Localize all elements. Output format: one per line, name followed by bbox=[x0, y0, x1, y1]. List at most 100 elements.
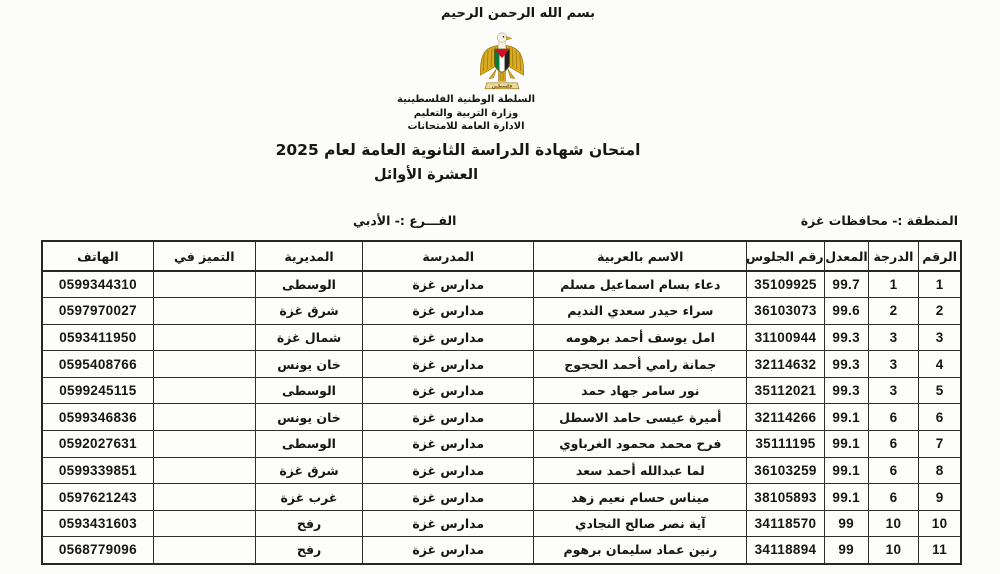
cell-directorate: الوسطى bbox=[254, 270, 364, 299]
cell-phone: 0595408766 bbox=[41, 350, 154, 378]
cell-phone: 0592027631 bbox=[41, 430, 154, 458]
cell-phone: 0593411950 bbox=[41, 323, 154, 352]
cell-number: 8 bbox=[918, 456, 962, 485]
cell-seat-number: 36103259 bbox=[746, 456, 825, 485]
table-row: 3 3 99.3 31100944 امل يوسف أحمد برهومه م… bbox=[41, 323, 962, 352]
cell-directorate: الوسطى bbox=[254, 376, 364, 405]
cell-distinction bbox=[152, 323, 256, 352]
cell-distinction bbox=[152, 536, 256, 565]
table-row: 1 1 99.7 35109925 دعاء بسام اسماعيل مسلم… bbox=[41, 270, 962, 299]
banner-text: فلسطين bbox=[492, 83, 512, 89]
cell-school: مدارس غزة bbox=[362, 323, 535, 352]
cell-distinction bbox=[152, 270, 256, 299]
cell-arabic-name: دعاء بسام اسماعيل مسلم bbox=[533, 270, 748, 299]
department-line: الادارة العامة للامتحانات bbox=[407, 121, 525, 132]
cell-phone: 0568779096 bbox=[41, 536, 154, 565]
cell-rank: 10 bbox=[867, 536, 920, 565]
cell-number: 10 bbox=[918, 509, 962, 538]
cell-rank: 2 bbox=[867, 297, 920, 325]
eagle-head-icon bbox=[496, 32, 513, 50]
table-row: 10 10 99 34118570 آية نصر صالح النجادي م… bbox=[41, 509, 962, 538]
cell-school: مدارس غزة bbox=[362, 430, 535, 458]
authority-line: السلطة الوطنية الفلسطينية bbox=[397, 94, 535, 105]
cell-directorate: خان يونس bbox=[254, 403, 364, 432]
cell-seat-number: 35111195 bbox=[746, 430, 825, 458]
cell-seat-number: 31100944 bbox=[746, 323, 825, 352]
cell-rank: 3 bbox=[867, 323, 920, 352]
cell-arabic-name: جمانة رامي أحمد الحجوج bbox=[533, 350, 748, 378]
ministry-line: وزارة التربية والتعليم bbox=[413, 107, 519, 119]
cell-distinction bbox=[152, 509, 256, 538]
cell-arabic-name: فرح محمد محمود الغرباوي bbox=[533, 430, 748, 458]
col-header-school: المدرسة bbox=[362, 240, 535, 272]
table-row: 2 2 99.6 36103073 سراء حيدر سعدي النديم … bbox=[41, 297, 962, 325]
cell-arabic-name: سراء حيدر سعدي النديم bbox=[533, 297, 748, 325]
region-line: المنطقة :- محافظات غزة bbox=[801, 213, 958, 228]
cell-arabic-name: لما عبدالله أحمد سعد bbox=[533, 456, 748, 485]
cell-distinction bbox=[152, 376, 256, 405]
cell-average: 99 bbox=[823, 509, 869, 538]
cell-school: مدارس غزة bbox=[362, 270, 535, 299]
cell-school: مدارس غزة bbox=[362, 297, 535, 325]
table-row: 6 6 99.1 32114266 أميرة عيسى حامد الاسطل… bbox=[41, 403, 962, 432]
cell-school: مدارس غزة bbox=[362, 483, 535, 511]
cell-directorate: شرق غزة bbox=[254, 456, 364, 485]
bismillah-text: بسم الله الرحمن الرحيم bbox=[441, 6, 595, 21]
cell-phone: 0599346836 bbox=[41, 403, 154, 432]
cell-directorate: غرب غزة bbox=[254, 483, 364, 511]
cell-distinction bbox=[152, 403, 256, 432]
banner-scroll-icon: فلسطين bbox=[484, 82, 520, 89]
table-row: 4 3 99.3 32114632 جمانة رامي أحمد الحجوج… bbox=[41, 350, 962, 378]
ministry-block: السلطة الوطنية الفلسطينية وزارة التربية … bbox=[397, 93, 535, 134]
document-title: امتحان شهادة الدراسة الثانوية العامة لعا… bbox=[275, 141, 641, 159]
region-value: محافظات غزة bbox=[800, 213, 888, 228]
cell-number: 4 bbox=[918, 350, 962, 378]
cell-directorate: شمال غزة bbox=[254, 323, 364, 352]
cell-rank: 6 bbox=[867, 403, 920, 432]
col-header-phone: الهاتف bbox=[41, 240, 154, 272]
eagle-left-wing-icon bbox=[480, 45, 499, 76]
cell-school: مدارس غزة bbox=[362, 376, 535, 405]
cell-phone: 0599344310 bbox=[41, 270, 154, 299]
region-label: المنطقة :- bbox=[892, 213, 958, 228]
col-header-distinction: التميز في bbox=[152, 240, 256, 272]
cell-seat-number: 36103073 bbox=[746, 297, 825, 325]
cell-arabic-name: ميناس حسام نعيم زهد bbox=[533, 483, 748, 511]
cell-rank: 6 bbox=[867, 456, 920, 485]
cell-number: 1 bbox=[918, 270, 962, 299]
cell-arabic-name: آية نصر صالح النجادي bbox=[533, 509, 748, 538]
cell-average: 99.1 bbox=[823, 430, 869, 458]
cell-average: 99 bbox=[823, 536, 869, 565]
cell-average: 99.1 bbox=[823, 456, 869, 485]
col-header-seat-number: رقم الجلوس bbox=[746, 240, 825, 272]
cell-number: 5 bbox=[918, 376, 962, 405]
cell-rank: 1 bbox=[867, 270, 920, 299]
cell-directorate: الوسطى bbox=[254, 430, 364, 458]
cell-number: 6 bbox=[918, 403, 962, 432]
cell-seat-number: 32114632 bbox=[746, 350, 825, 378]
table-row: 5 3 99.3 35112021 نور سامر جهاد حمد مدار… bbox=[41, 376, 962, 405]
cell-average: 99.1 bbox=[823, 403, 869, 432]
cell-school: مدارس غزة bbox=[362, 509, 535, 538]
cell-distinction bbox=[152, 430, 256, 458]
branch-label: الفـــرع :- bbox=[394, 213, 457, 228]
cell-average: 99.1 bbox=[823, 483, 869, 511]
cell-number: 7 bbox=[918, 430, 962, 458]
cell-average: 99.3 bbox=[823, 376, 869, 405]
cell-seat-number: 38105893 bbox=[746, 483, 825, 511]
cell-school: مدارس غزة bbox=[362, 456, 535, 485]
flag-shield-icon bbox=[493, 48, 511, 73]
cell-rank: 10 bbox=[867, 509, 920, 538]
cell-phone: 0599245115 bbox=[41, 376, 154, 405]
cell-seat-number: 34118894 bbox=[746, 536, 825, 565]
table-header-row: الرقم الدرجة المعدل% رقم الجلوس الاسم با… bbox=[41, 240, 962, 272]
cell-average: 99.3 bbox=[823, 323, 869, 352]
col-header-directorate: المديرية bbox=[254, 240, 364, 272]
col-header-number: الرقم bbox=[918, 240, 962, 272]
cell-directorate: خان يونس bbox=[254, 350, 364, 378]
cell-phone: 0597970027 bbox=[41, 297, 154, 325]
cell-distinction bbox=[152, 483, 256, 511]
cell-distinction bbox=[152, 456, 256, 485]
cell-rank: 6 bbox=[867, 483, 920, 511]
